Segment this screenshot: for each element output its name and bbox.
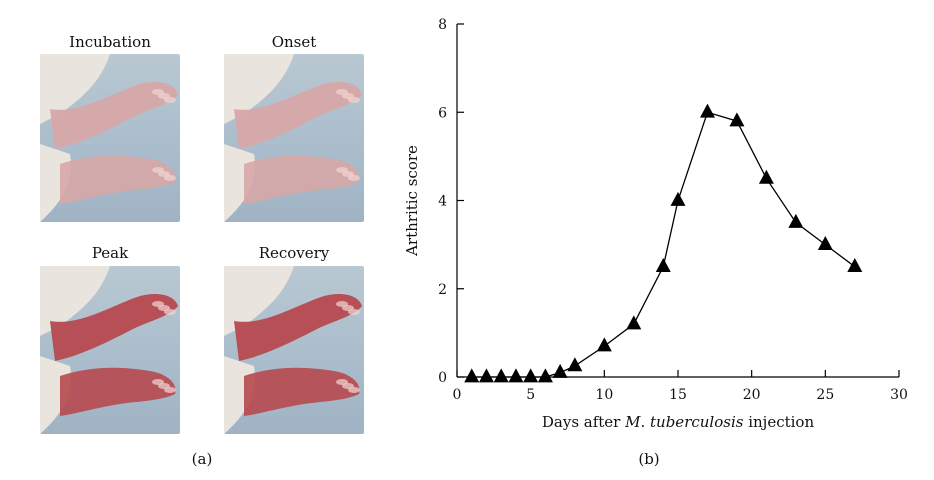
photo-incubation — [40, 54, 180, 222]
panel-a-caption: (a) — [191, 450, 213, 468]
data-point-triangle — [699, 103, 715, 118]
photo-label-onset: Onset — [271, 33, 317, 51]
data-point-triangle — [758, 169, 774, 184]
toe-upper — [348, 97, 360, 103]
data-point-triangle — [537, 368, 553, 383]
y-axis-label: Arthritic score — [403, 145, 421, 257]
data-point-triangle — [847, 258, 863, 273]
data-point-triangle — [596, 337, 612, 352]
lower-paw — [60, 155, 176, 204]
toe-lower — [164, 387, 176, 393]
x-tick-label: 5 — [526, 387, 535, 403]
lower-paw — [244, 367, 360, 416]
data-point-triangle — [493, 368, 509, 383]
paw-illustration — [224, 54, 362, 222]
data-point-triangle — [817, 235, 833, 250]
data-point-triangle — [655, 258, 671, 273]
toe-upper — [164, 309, 176, 315]
x-tick-label: 30 — [890, 387, 908, 403]
paw-illustration — [40, 266, 178, 434]
data-point-triangle — [729, 112, 745, 127]
data-point-triangle — [508, 368, 524, 383]
upper-paw — [50, 294, 178, 361]
photo-onset — [224, 54, 364, 222]
x-tick-label: 15 — [669, 387, 687, 403]
data-point-triangle — [626, 315, 642, 330]
fur-upper — [224, 54, 294, 124]
data-point-triangle — [523, 368, 539, 383]
fur-upper — [40, 266, 110, 336]
upper-paw — [234, 294, 362, 361]
photo-peak — [40, 266, 180, 434]
x-tick-label: 20 — [743, 387, 761, 403]
y-tick-label: 8 — [438, 17, 447, 33]
series-line — [471, 111, 856, 378]
arthritic-score-chart: 0 2 4 6 8 0 5 10 15 20 25 30 Arthritic score Days aft… — [403, 17, 908, 431]
x-tick-label: 25 — [816, 387, 834, 403]
data-point-triangle — [552, 363, 568, 378]
y-tick-label: 0 — [438, 370, 447, 386]
photo-label-incubation: Incubation — [69, 33, 151, 51]
lower-paw — [244, 155, 360, 204]
toe-upper — [348, 309, 360, 315]
panel-b-caption: (b) — [638, 450, 660, 468]
toe-lower — [348, 387, 360, 393]
paw-illustration — [40, 54, 178, 222]
data-point-triangle — [670, 191, 686, 206]
toe-upper — [164, 97, 176, 103]
photo-recovery — [224, 266, 364, 434]
data-point-triangle — [464, 368, 480, 383]
y-tick-label: 2 — [438, 282, 447, 298]
x-tick-label: 10 — [595, 387, 613, 403]
photo-label-peak: Peak — [91, 244, 129, 262]
data-point-triangle — [478, 368, 494, 383]
y-tick-label: 4 — [438, 194, 447, 210]
photo-label-recovery: Recovery — [258, 244, 330, 262]
fur-upper — [40, 54, 110, 124]
fur-upper — [224, 266, 294, 336]
data-point-triangle — [567, 357, 583, 372]
toe-lower — [164, 175, 176, 181]
upper-paw — [50, 82, 178, 149]
x-tick-label: 0 — [453, 387, 462, 403]
paw-illustration — [224, 266, 362, 434]
toe-lower — [348, 175, 360, 181]
data-point-triangle — [788, 213, 804, 228]
upper-paw — [234, 82, 362, 149]
lower-paw — [60, 367, 176, 416]
x-axis-label: Days after M. tuberculosis injection — [542, 413, 815, 431]
y-tick-label: 6 — [438, 105, 447, 121]
